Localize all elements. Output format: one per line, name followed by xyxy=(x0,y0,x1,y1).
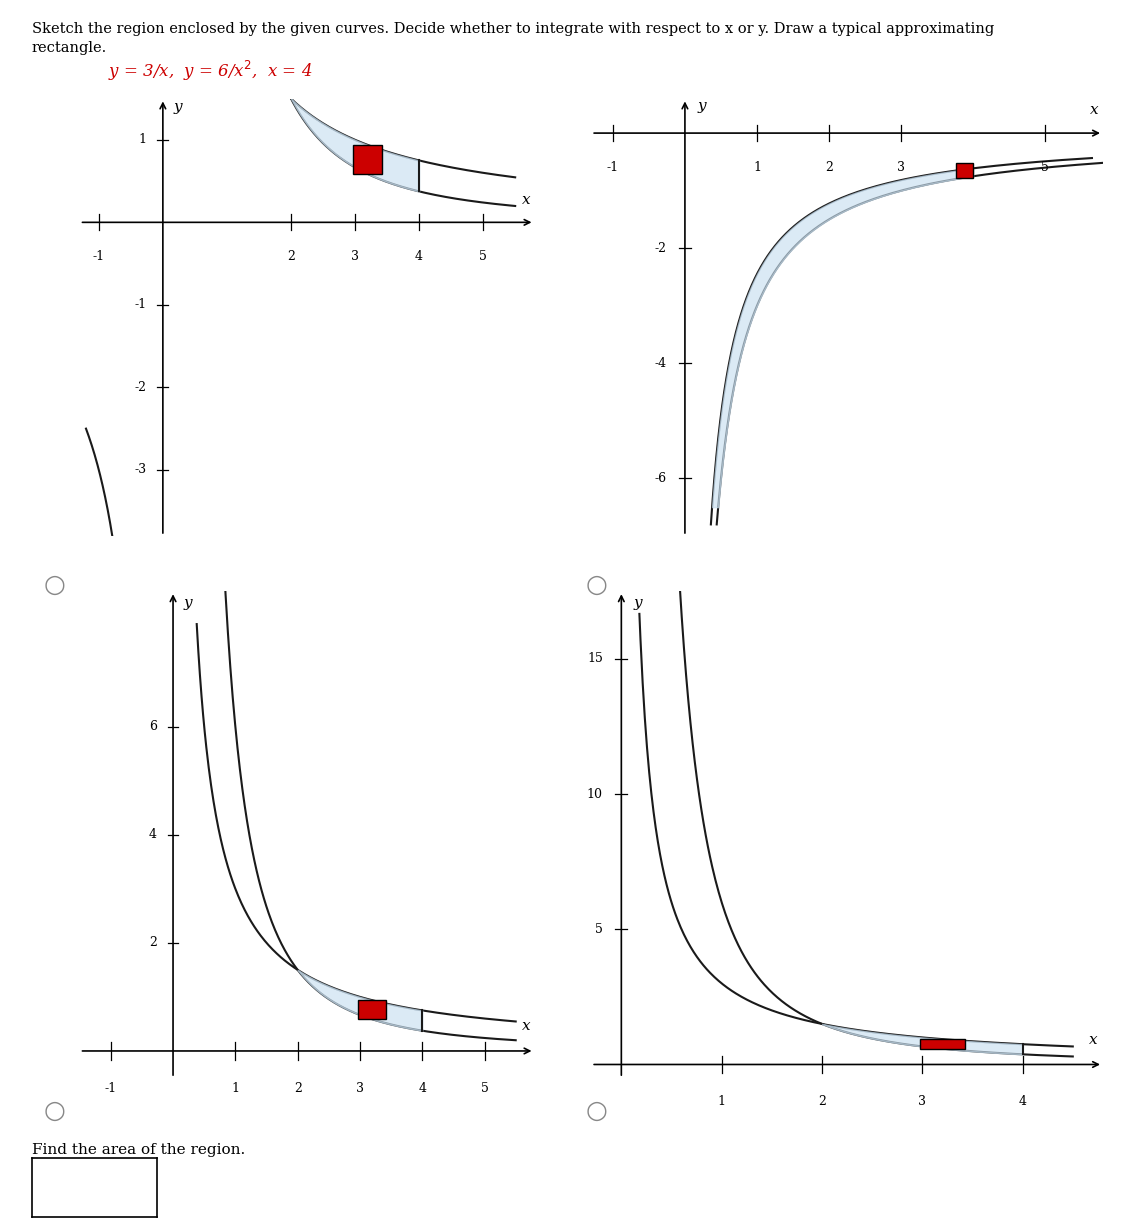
Text: 4: 4 xyxy=(415,250,423,262)
Text: 1: 1 xyxy=(717,1095,725,1108)
Text: -6: -6 xyxy=(655,472,666,485)
Text: 3: 3 xyxy=(919,1095,927,1108)
Text: rectangle.: rectangle. xyxy=(32,41,107,54)
Text: y: y xyxy=(633,596,642,610)
Text: 2: 2 xyxy=(149,936,157,950)
Text: 5: 5 xyxy=(481,1082,489,1094)
Text: 5: 5 xyxy=(1041,160,1049,174)
Bar xyxy=(354,145,382,174)
Text: ○: ○ xyxy=(586,1100,607,1122)
Text: x: x xyxy=(522,192,531,207)
Text: 3: 3 xyxy=(351,250,359,262)
Text: -1: -1 xyxy=(93,250,105,262)
Text: 4: 4 xyxy=(149,828,157,841)
Text: ○: ○ xyxy=(586,574,607,596)
Text: 2: 2 xyxy=(287,250,294,262)
Text: 1: 1 xyxy=(139,133,147,147)
Text: 1: 1 xyxy=(753,160,761,174)
Text: ○: ○ xyxy=(43,574,65,596)
Text: -1: -1 xyxy=(134,298,147,312)
Bar xyxy=(358,1000,387,1019)
Text: -1: -1 xyxy=(105,1082,117,1094)
Text: 15: 15 xyxy=(587,653,603,665)
Text: 4: 4 xyxy=(418,1082,426,1094)
Text: y = 3/x,  y = 6/x$^2$,  x = 4: y = 3/x, y = 6/x$^2$, x = 4 xyxy=(108,59,313,84)
Text: -3: -3 xyxy=(134,463,147,477)
Text: y: y xyxy=(697,99,706,113)
Text: 3: 3 xyxy=(897,160,905,174)
Text: ○: ○ xyxy=(43,1100,65,1122)
Text: 2: 2 xyxy=(818,1095,825,1108)
Text: 10: 10 xyxy=(587,787,603,801)
Text: x: x xyxy=(522,1019,531,1034)
Text: 2: 2 xyxy=(293,1082,301,1094)
Text: -1: -1 xyxy=(607,160,619,174)
Text: x: x xyxy=(1089,1032,1098,1047)
Text: 2: 2 xyxy=(825,160,833,174)
Text: 5: 5 xyxy=(479,250,487,262)
Text: Find the area of the region.: Find the area of the region. xyxy=(32,1143,246,1157)
Bar xyxy=(956,164,973,177)
Text: -4: -4 xyxy=(655,357,666,370)
Bar xyxy=(920,1039,965,1048)
Text: 4: 4 xyxy=(1019,1095,1027,1108)
Text: 1: 1 xyxy=(231,1082,240,1094)
Text: 6: 6 xyxy=(149,719,157,733)
Text: y: y xyxy=(174,100,182,113)
Text: -2: -2 xyxy=(655,241,666,255)
Text: 5: 5 xyxy=(595,923,603,936)
Text: x: x xyxy=(1090,103,1098,117)
Text: 3: 3 xyxy=(356,1082,364,1094)
Text: y: y xyxy=(184,596,192,610)
Text: -2: -2 xyxy=(134,381,147,394)
Text: Sketch the region enclosed by the given curves. Decide whether to integrate with: Sketch the region enclosed by the given … xyxy=(32,22,994,36)
